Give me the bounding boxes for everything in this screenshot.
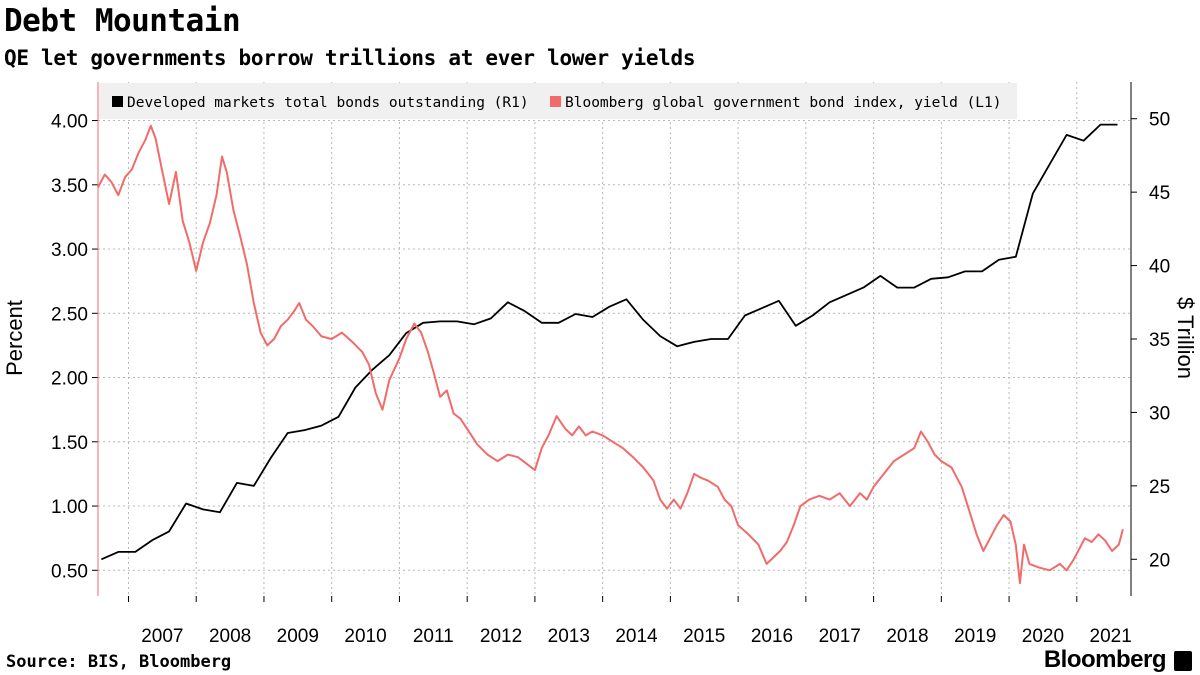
x-tick-label: 2018 <box>886 626 928 647</box>
x-tick-label: 2016 <box>751 626 793 647</box>
grid-lines <box>98 82 1131 596</box>
brand-mark-icon <box>1174 651 1192 671</box>
y-left-tick-label: 0.50 <box>51 561 88 582</box>
legend-entry-yield-swatch <box>550 96 561 107</box>
brand-logo: Bloomberg <box>1043 646 1167 673</box>
y-right-tick-label: 45 <box>1149 183 1170 204</box>
tick-labels: 0.50 1.00 1.50 2.00 2.50 3.00 3.50 4.00 20 25 30 35… <box>51 110 1170 647</box>
series-bond-yield-line <box>97 124 1124 585</box>
y-right-tick-label: 40 <box>1149 257 1170 278</box>
x-tick-label: 2015 <box>683 626 725 647</box>
x-tick-label: 2014 <box>615 626 658 647</box>
x-tick-label: 2011 <box>413 626 454 647</box>
series-bonds-outstanding-line <box>101 123 1118 561</box>
y-left-tick-label: 1.00 <box>51 497 88 518</box>
y-axis-right-label: $ Trillion <box>1173 297 1198 379</box>
y-left-tick-label: 1.50 <box>51 433 88 454</box>
legend-entry-bonds-label: Developed markets total bonds outstandin… <box>127 95 529 111</box>
legend: Developed markets total bonds outstandin… <box>99 83 1017 119</box>
y-left-tick-label: 3.00 <box>51 240 88 261</box>
x-tick-label: 2010 <box>344 626 386 647</box>
x-tick-label: 2012 <box>480 626 522 647</box>
x-tick-label: 2007 <box>141 626 183 647</box>
y-axis-left-label: Percent <box>2 300 27 376</box>
y-right-tick-label: 25 <box>1149 477 1170 498</box>
series-lines <box>97 123 1124 585</box>
x-tick-label: 2017 <box>819 626 861 647</box>
x-tick-label: 2008 <box>209 626 251 647</box>
x-tick-label: 2019 <box>954 626 996 647</box>
chart-subtitle: QE let governments borrow trillions at e… <box>4 46 696 70</box>
chart-title: Debt Mountain <box>4 3 241 39</box>
y-left-tick-label: 2.50 <box>51 304 88 325</box>
y-left-tick-label: 2.00 <box>51 369 88 390</box>
y-right-tick-label: 35 <box>1149 330 1170 351</box>
axes <box>92 82 1137 602</box>
y-right-tick-label: 50 <box>1149 110 1170 131</box>
x-tick-label: 2021 <box>1090 626 1132 647</box>
y-left-tick-label: 4.00 <box>51 112 88 133</box>
legend-entry-bonds-swatch <box>112 96 123 107</box>
y-left-tick-label: 3.50 <box>51 176 88 197</box>
source-note: Source: BIS, Bloomberg <box>6 652 232 672</box>
x-tick-label: 2020 <box>1022 626 1064 647</box>
x-tick-label: 2009 <box>277 626 319 647</box>
y-right-tick-label: 30 <box>1149 403 1170 424</box>
x-tick-label: 2013 <box>548 626 590 647</box>
y-right-tick-label: 20 <box>1149 550 1170 571</box>
legend-entry-yield-label: Bloomberg global government bond index, … <box>565 95 1002 111</box>
